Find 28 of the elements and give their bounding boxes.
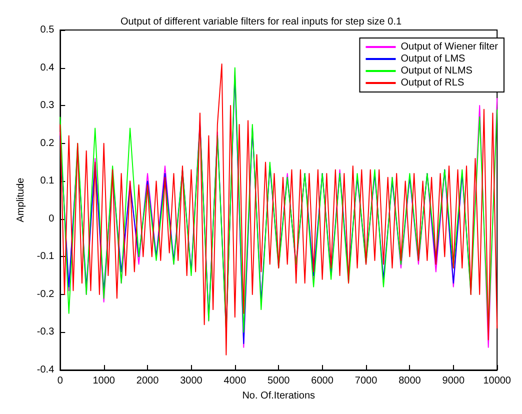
y-tick-label: 0 [48,213,55,224]
x-tick-label: 6000 [311,376,334,386]
y-tick-label: 0.3 [40,100,55,112]
y-tick-label: 0.5 [40,24,55,36]
x-tick-label: 2000 [136,376,160,386]
legend-label: Output of LMS [400,54,466,64]
y-tick-label: 0.4 [40,62,55,74]
x-tick-label: 8000 [398,376,422,386]
x-tick-label: 9000 [442,376,465,386]
x-tick-label: 3000 [180,376,203,386]
x-tick-label: 4000 [224,376,246,386]
legend-label: Output of NLMS [400,66,473,76]
x-tick-label: 10000 [483,376,512,386]
legend-label: Output of Wiener filter [400,42,499,52]
x-tick-label: 7000 [354,376,378,386]
x-tick-label: 0 [57,376,64,386]
y-tick-label: 0.1 [40,176,55,187]
x-tick-label: 5000 [267,376,290,386]
x-tick-label: 1000 [92,376,116,386]
x-axis-title: No. Of.Iterations [242,390,316,402]
y-tick-label: -0.3 [36,326,55,338]
y-tick-label: -0.1 [36,251,55,262]
y-tick-label: -0.4 [36,364,55,376]
y-axis-title: Amplitude [16,177,26,222]
y-tick-label: -0.2 [36,288,55,300]
legend-label: Output of RLS [400,78,464,88]
y-tick-label: 0.2 [40,138,55,149]
chart-title: Output of different variable filters for real inputs for step size 0.1 [120,16,402,28]
